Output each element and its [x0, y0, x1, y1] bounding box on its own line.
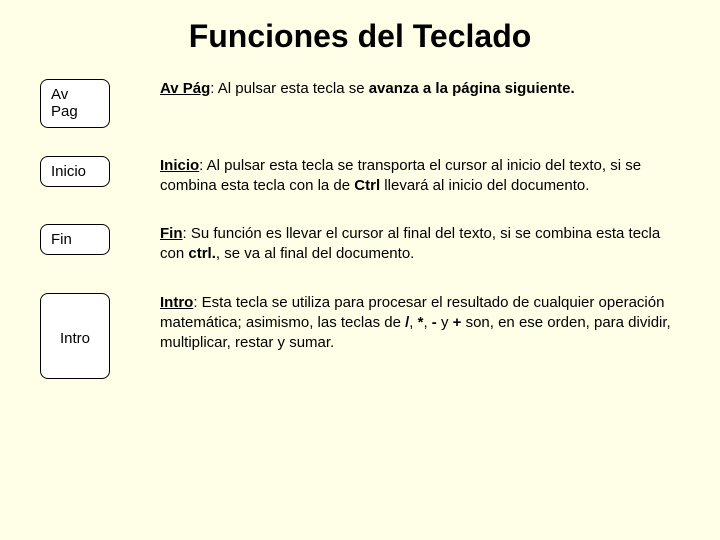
key-row: Fin Fin: Su función es llevar el cursor … — [40, 224, 680, 265]
desc-text: y — [437, 314, 453, 331]
key-row: Intro Intro: Esta tecla se utiliza para … — [40, 293, 680, 379]
key-row: AvPag Av Pág: Al pulsar esta tecla se av… — [40, 79, 680, 128]
key-col: Inicio — [40, 156, 126, 187]
key-function-list: AvPag Av Pág: Al pulsar esta tecla se av… — [40, 79, 680, 379]
key-col: AvPag — [40, 79, 126, 128]
desc-lead: Av Pág — [160, 80, 210, 97]
key-col: Intro — [40, 293, 126, 379]
desc-bold-text: avanza a la página siguiente. — [369, 80, 575, 97]
desc-text: llevará al inicio del documento. — [380, 177, 589, 194]
key-row: Inicio Inicio: Al pulsar esta tecla se t… — [40, 156, 680, 197]
desc-bold-text: Ctrl — [354, 177, 380, 194]
key-description: Intro: Esta tecla se utiliza para proces… — [160, 293, 680, 354]
key-av-pag: AvPag — [40, 79, 110, 128]
key-fin: Fin — [40, 224, 110, 255]
desc-text: , se va al final del documento. — [216, 245, 414, 262]
desc-bold-text: ctrl. — [188, 245, 216, 262]
desc-text: : Al pulsar esta tecla se — [210, 80, 368, 97]
desc-lead: Intro — [160, 294, 193, 311]
key-description: Inicio: Al pulsar esta tecla se transpor… — [160, 156, 680, 197]
key-col: Fin — [40, 224, 126, 255]
key-description: Fin: Su función es llevar el cursor al f… — [160, 224, 680, 265]
desc-lead: Fin — [160, 225, 183, 242]
desc-lead: Inicio — [160, 157, 199, 174]
key-description: Av Pág: Al pulsar esta tecla se avanza a… — [160, 79, 680, 99]
desc-text: , — [423, 314, 431, 331]
page-title: Funciones del Teclado — [40, 18, 680, 55]
desc-text: , — [409, 314, 417, 331]
key-intro: Intro — [40, 293, 110, 379]
key-inicio: Inicio — [40, 156, 110, 187]
